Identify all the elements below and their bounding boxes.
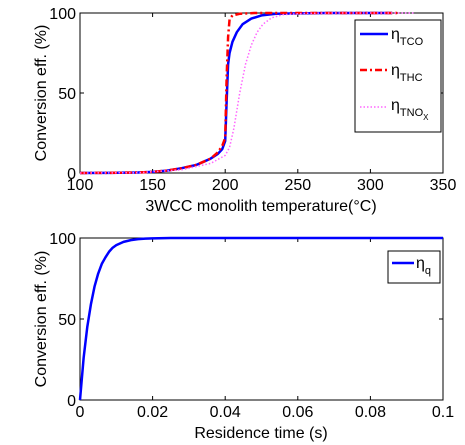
top-chart: 100 150 200 250 300 350 0 50 100 3WCC monolith t…	[33, 6, 456, 215]
y-tick-label: 50	[58, 312, 76, 329]
x-tick-label: 0.04	[210, 404, 241, 421]
x-tick-label: 0	[76, 404, 85, 421]
bottom-legend-box	[387, 250, 441, 284]
top-series-lines	[79, 11, 414, 175]
x-tick-label: 0.02	[137, 404, 168, 421]
x-tick-label: 0.06	[282, 404, 313, 421]
bottom-plot-area	[79, 237, 444, 401]
x-tick-label: 0.08	[355, 404, 386, 421]
top-ticks: 100 150 200 250 300 350 0 50 100	[49, 6, 456, 194]
legend-label-thc: ηTHC	[391, 62, 423, 84]
bottom-y-axis-label: Conversion eff. (%)	[33, 251, 50, 388]
y-tick-label: 100	[49, 231, 76, 248]
top-legend: ηTCO ηTHC ηTNOX	[354, 19, 442, 133]
y-tick-label: 0	[67, 393, 76, 410]
bottom-chart: 0 0.02 0.04 0.06 0.08 0.1 0 50 100 Residence tim…	[33, 231, 454, 442]
x-tick-label: 100	[67, 177, 94, 194]
top-legend-box	[354, 19, 442, 133]
y-tick-label: 50	[58, 86, 76, 103]
legend-label-tnox: ηTNOX	[391, 97, 429, 122]
x-tick-label: 200	[212, 177, 239, 194]
y-tick-label: 0	[67, 166, 76, 183]
legend-label-q: ηq	[416, 255, 431, 277]
bottom-x-axis-label: Residence time (s)	[194, 425, 327, 442]
x-tick-label: 300	[357, 177, 384, 194]
top-x-axis-label: 3WCC monolith temperature(°C)	[145, 198, 376, 215]
x-tick-label: 250	[284, 177, 311, 194]
series-line-2	[79, 12, 414, 174]
top-y-axis-label: Conversion eff. (%)	[33, 25, 50, 162]
x-tick-label: 350	[430, 177, 457, 194]
y-tick-label: 100	[49, 6, 76, 23]
series-line-0	[78, 236, 443, 401]
x-tick-label: 0.1	[432, 404, 454, 421]
bottom-legend: ηq	[387, 250, 441, 284]
x-tick-label: 150	[139, 177, 166, 194]
bottom-series-lines	[78, 236, 443, 401]
legend-label-tco: ηTCO	[391, 26, 424, 48]
bottom-ticks: 0 0.02 0.04 0.06 0.08 0.1 0 50 100	[49, 231, 454, 421]
